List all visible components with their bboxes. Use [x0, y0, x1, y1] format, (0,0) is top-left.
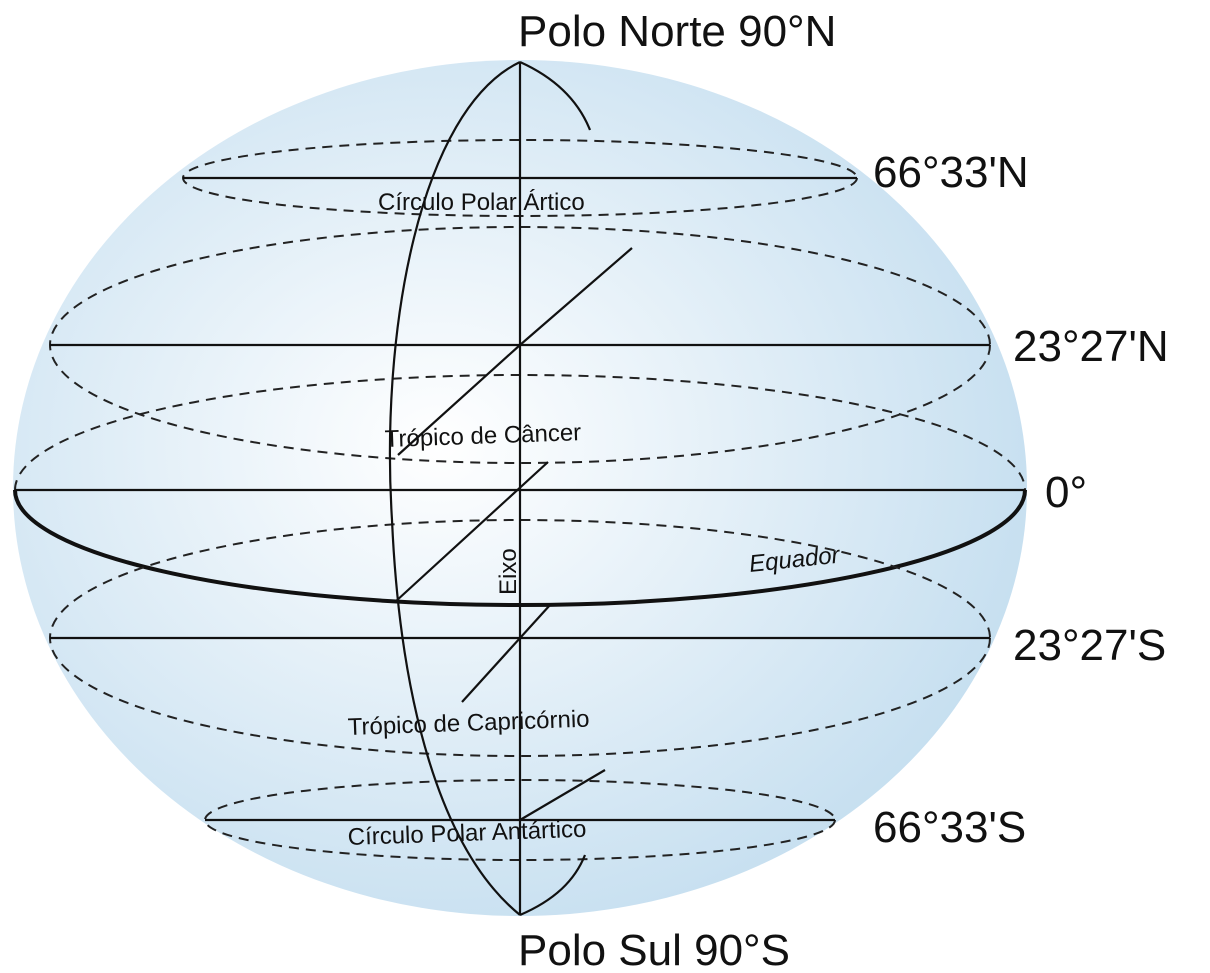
south-pole-label: Polo Sul 90°S: [518, 926, 790, 973]
latitude-label: 0°: [1045, 468, 1087, 517]
latitude-label: 23°27'S: [1013, 621, 1166, 670]
circle-name: Círculo Polar Ártico: [378, 189, 585, 216]
north-pole-label: Polo Norte 90°N: [518, 7, 836, 56]
globe-diagram: Polo Norte 90°N Polo Sul 90°S 66°33'N 23…: [0, 0, 1210, 973]
latitude-label: 66°33'N: [873, 148, 1029, 197]
axis-label: Eixo: [495, 548, 522, 595]
latitude-label: 66°33'S: [873, 803, 1026, 852]
latitude-label: 23°27'N: [1013, 322, 1169, 371]
